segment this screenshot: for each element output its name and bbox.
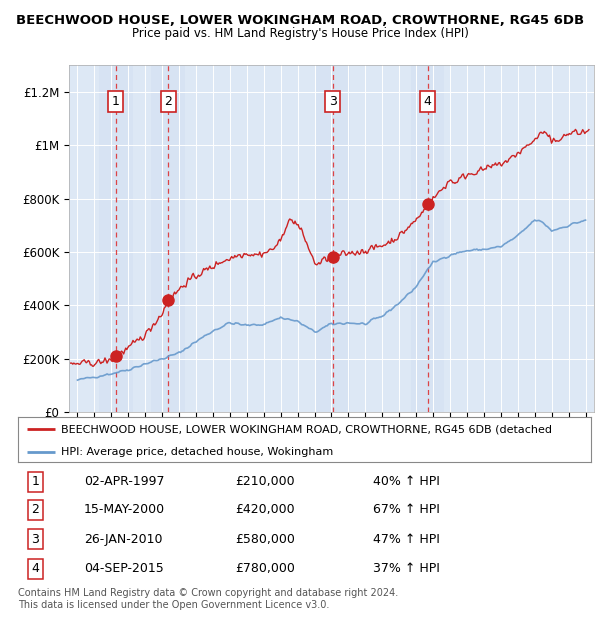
Text: 37% ↑ HPI: 37% ↑ HPI — [373, 562, 440, 575]
Text: 1: 1 — [31, 475, 39, 488]
Text: £580,000: £580,000 — [236, 533, 296, 546]
Text: 4: 4 — [424, 95, 431, 108]
Text: 04-SEP-2015: 04-SEP-2015 — [84, 562, 164, 575]
Bar — [410, 65, 445, 412]
Text: This data is licensed under the Open Government Licence v3.0.: This data is licensed under the Open Gov… — [18, 600, 329, 609]
Text: BEECHWOOD HOUSE, LOWER WOKINGHAM ROAD, CROWTHORNE, RG45 6DB: BEECHWOOD HOUSE, LOWER WOKINGHAM ROAD, C… — [16, 14, 584, 27]
Text: 67% ↑ HPI: 67% ↑ HPI — [373, 503, 440, 516]
Bar — [316, 65, 350, 412]
Text: 3: 3 — [329, 95, 337, 108]
Bar — [98, 65, 133, 412]
Text: 40% ↑ HPI: 40% ↑ HPI — [373, 475, 440, 488]
Text: 4: 4 — [31, 562, 39, 575]
Text: Contains HM Land Registry data © Crown copyright and database right 2024.: Contains HM Land Registry data © Crown c… — [18, 588, 398, 598]
Text: £420,000: £420,000 — [236, 503, 295, 516]
Text: 3: 3 — [31, 533, 39, 546]
Text: Price paid vs. HM Land Registry's House Price Index (HPI): Price paid vs. HM Land Registry's House … — [131, 27, 469, 40]
Text: £780,000: £780,000 — [236, 562, 296, 575]
Bar — [151, 65, 185, 412]
Text: 15-MAY-2000: 15-MAY-2000 — [84, 503, 165, 516]
Text: 2: 2 — [164, 95, 172, 108]
Text: 2: 2 — [31, 503, 39, 516]
Text: BEECHWOOD HOUSE, LOWER WOKINGHAM ROAD, CROWTHORNE, RG45 6DB (detached: BEECHWOOD HOUSE, LOWER WOKINGHAM ROAD, C… — [61, 424, 552, 435]
Text: 1: 1 — [112, 95, 119, 108]
Text: £210,000: £210,000 — [236, 475, 295, 488]
Text: 02-APR-1997: 02-APR-1997 — [84, 475, 164, 488]
Text: 47% ↑ HPI: 47% ↑ HPI — [373, 533, 440, 546]
Text: 26-JAN-2010: 26-JAN-2010 — [84, 533, 163, 546]
Text: HPI: Average price, detached house, Wokingham: HPI: Average price, detached house, Woki… — [61, 447, 333, 457]
